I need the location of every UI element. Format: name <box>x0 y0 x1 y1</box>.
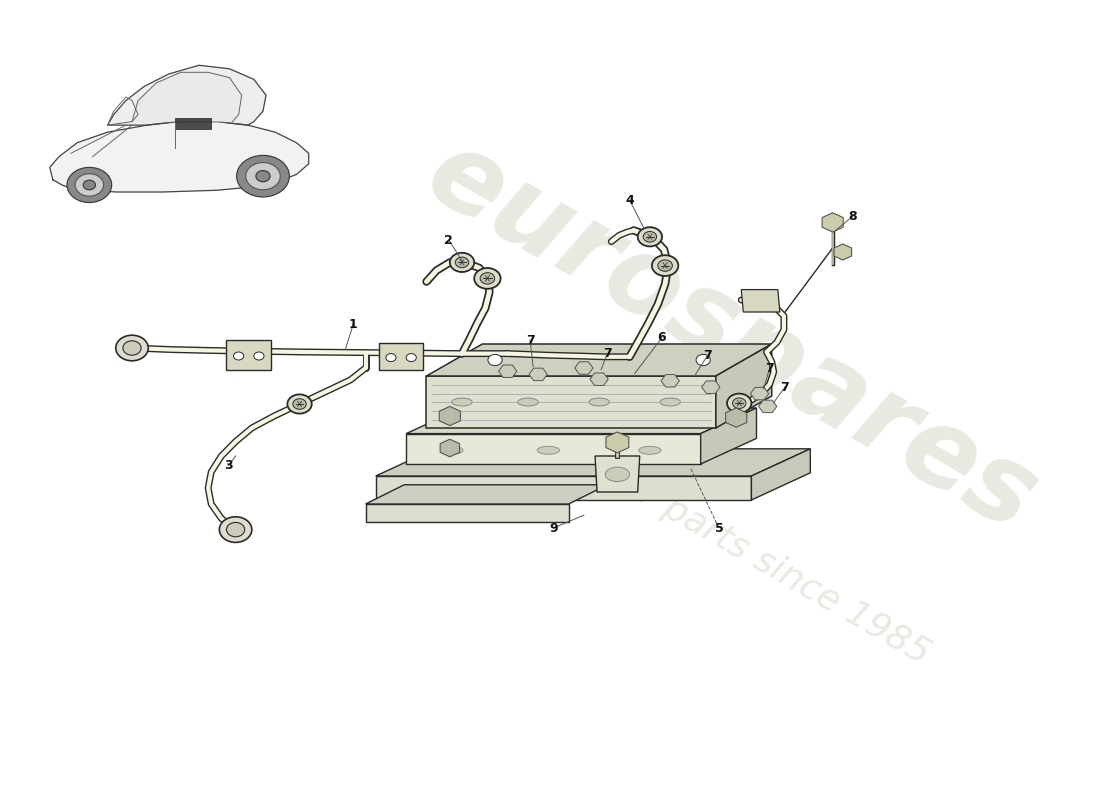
Text: 7: 7 <box>766 362 774 374</box>
Polygon shape <box>661 374 680 387</box>
Polygon shape <box>759 400 777 413</box>
Polygon shape <box>440 439 460 457</box>
Circle shape <box>254 352 264 360</box>
Polygon shape <box>50 122 309 192</box>
Circle shape <box>658 260 672 271</box>
Text: 3: 3 <box>224 459 233 472</box>
Polygon shape <box>701 408 757 464</box>
Ellipse shape <box>639 446 661 454</box>
Polygon shape <box>595 456 640 492</box>
Polygon shape <box>726 408 747 427</box>
Ellipse shape <box>588 398 609 406</box>
Ellipse shape <box>605 467 629 482</box>
Polygon shape <box>427 344 772 376</box>
Polygon shape <box>498 365 517 378</box>
Circle shape <box>287 394 311 414</box>
Polygon shape <box>439 406 461 426</box>
Polygon shape <box>365 485 607 504</box>
Circle shape <box>293 398 306 410</box>
Text: 7: 7 <box>526 334 535 346</box>
Circle shape <box>233 352 244 360</box>
Ellipse shape <box>537 446 560 454</box>
Circle shape <box>455 257 469 268</box>
Polygon shape <box>376 449 811 476</box>
Polygon shape <box>365 504 569 522</box>
Circle shape <box>733 398 746 409</box>
Circle shape <box>75 174 103 196</box>
Polygon shape <box>606 432 629 453</box>
Text: 2: 2 <box>444 234 453 246</box>
Circle shape <box>696 354 711 366</box>
Circle shape <box>488 354 502 366</box>
Polygon shape <box>716 344 772 428</box>
Polygon shape <box>378 343 424 370</box>
Circle shape <box>480 273 495 284</box>
Circle shape <box>227 522 244 537</box>
Bar <box>175 118 211 129</box>
Circle shape <box>67 167 112 202</box>
Ellipse shape <box>452 398 472 406</box>
Ellipse shape <box>441 446 463 454</box>
Text: 8: 8 <box>848 210 857 222</box>
Circle shape <box>727 394 751 413</box>
Polygon shape <box>427 376 716 428</box>
Polygon shape <box>406 434 701 464</box>
Polygon shape <box>574 362 593 374</box>
Polygon shape <box>376 476 751 500</box>
Polygon shape <box>406 408 757 434</box>
Circle shape <box>474 268 500 289</box>
Text: 9: 9 <box>549 522 558 534</box>
Text: 7: 7 <box>703 349 712 362</box>
Polygon shape <box>834 244 851 260</box>
Circle shape <box>245 162 280 190</box>
Polygon shape <box>590 373 608 386</box>
Circle shape <box>123 341 141 355</box>
Circle shape <box>386 354 396 362</box>
Polygon shape <box>108 66 266 125</box>
Circle shape <box>256 170 271 182</box>
Polygon shape <box>751 449 811 500</box>
Circle shape <box>84 180 96 190</box>
Circle shape <box>644 231 657 242</box>
Circle shape <box>236 155 289 197</box>
Text: 7: 7 <box>603 347 612 360</box>
Text: 4: 4 <box>625 194 634 206</box>
Circle shape <box>652 255 679 276</box>
Ellipse shape <box>660 398 680 406</box>
Text: 1: 1 <box>349 318 358 330</box>
Circle shape <box>116 335 148 361</box>
Polygon shape <box>132 72 242 122</box>
Circle shape <box>450 253 474 272</box>
Text: 7: 7 <box>781 381 790 394</box>
Circle shape <box>406 354 416 362</box>
Circle shape <box>219 517 252 542</box>
Polygon shape <box>227 340 271 370</box>
Circle shape <box>638 227 662 246</box>
Text: eurospares: eurospares <box>408 118 1055 554</box>
Text: a passion for parts since 1985: a passion for parts since 1985 <box>446 369 935 671</box>
Polygon shape <box>750 387 769 400</box>
Polygon shape <box>702 381 719 394</box>
Ellipse shape <box>518 398 538 406</box>
Polygon shape <box>741 290 780 312</box>
Polygon shape <box>822 213 844 232</box>
Polygon shape <box>529 368 548 381</box>
Text: 5: 5 <box>715 522 724 534</box>
Text: 6: 6 <box>658 331 667 344</box>
